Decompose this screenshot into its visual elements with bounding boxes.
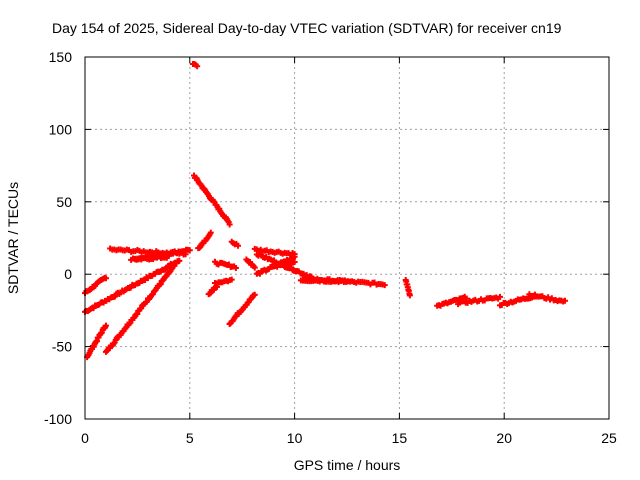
data-point: [235, 242, 242, 249]
x-tick-label: 20: [496, 430, 512, 446]
y-tick-label: 0: [64, 266, 72, 282]
x-tick-label: 25: [601, 430, 617, 446]
data-point: [291, 258, 298, 265]
grid-lines: [85, 57, 609, 419]
data-point: [381, 282, 388, 289]
data-point: [102, 322, 109, 329]
data-point: [186, 247, 193, 254]
data-point: [291, 253, 298, 260]
series-track-b-long: [102, 257, 183, 355]
x-axis-label: GPS time / hours: [294, 457, 401, 473]
y-tick-label: -50: [52, 339, 72, 355]
data-point: [561, 297, 568, 304]
series-track-e-mid: [195, 229, 214, 252]
data-point: [226, 221, 233, 228]
series-track-h: [243, 256, 258, 271]
data-points: [82, 60, 568, 361]
series-track-d-drop: [132, 252, 172, 263]
series-track-g: [226, 291, 258, 328]
plot-frame: [84, 56, 610, 420]
series-track-j: [270, 258, 298, 270]
data-point: [214, 283, 221, 290]
data-point: [176, 257, 183, 264]
chart-title: Day 154 of 2025, Sidereal Day-to-day VTE…: [52, 20, 562, 36]
data-point: [102, 275, 109, 282]
data-point: [228, 276, 235, 283]
series-track-f2: [205, 283, 221, 298]
y-tick-label: 150: [49, 49, 73, 65]
series-outlier-top: [189, 60, 201, 70]
data-point: [251, 264, 258, 271]
series-track-e-desc: [190, 172, 233, 228]
series-track-f: [211, 258, 239, 271]
y-tick-label: 50: [56, 194, 72, 210]
x-tick-label: 5: [186, 430, 194, 446]
series-track-a-upper: [82, 274, 109, 297]
data-point: [207, 229, 214, 236]
data-point: [165, 252, 172, 259]
series-track-n: [455, 293, 504, 308]
data-point: [344, 278, 350, 285]
series-track-k2: [297, 277, 350, 286]
data-point: [251, 291, 258, 298]
x-tick-label: 15: [392, 430, 408, 446]
y-tick-label: 100: [49, 121, 73, 137]
series-track-a-lower: [82, 259, 179, 315]
series-track-m: [434, 293, 470, 309]
series-track-l: [402, 276, 413, 299]
data-point: [194, 63, 201, 70]
x-tick-label: 10: [287, 430, 303, 446]
y-tick-label: -100: [44, 411, 72, 427]
x-tick-label: 0: [81, 430, 89, 446]
data-point: [497, 293, 504, 300]
series-track-g2: [228, 238, 242, 249]
data-point: [406, 292, 413, 299]
series-track-p: [526, 291, 568, 305]
series-track-e-low: [211, 276, 235, 287]
data-point: [232, 264, 239, 271]
axis-ticks: 0 5 10 15 20 25 -100 -50 0 50 100 150: [44, 49, 617, 446]
y-axis-label: SDTVAR / TECUs: [5, 182, 21, 294]
